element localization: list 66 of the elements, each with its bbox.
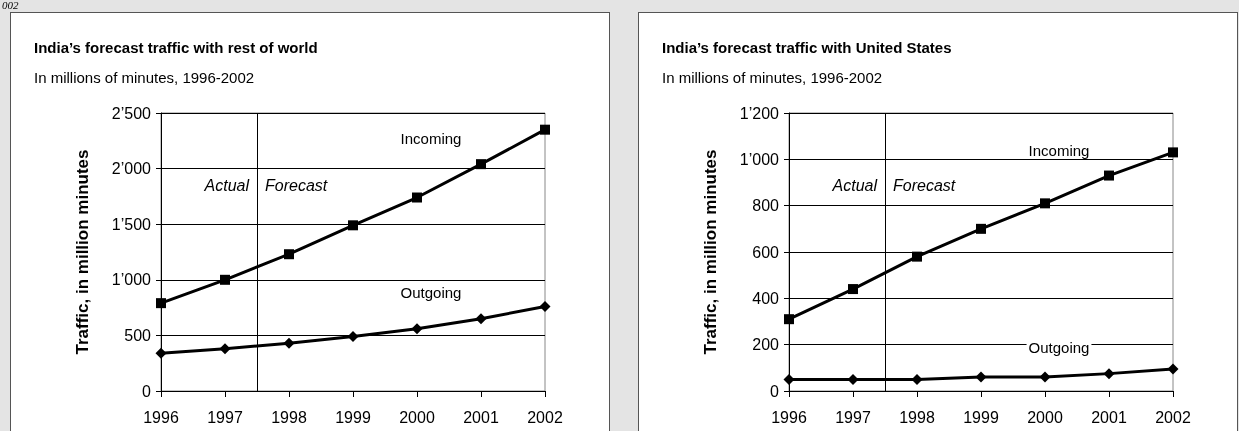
point bbox=[784, 314, 794, 325]
point bbox=[1104, 170, 1114, 181]
point bbox=[976, 223, 986, 234]
x-tick-label: 2001 bbox=[1091, 408, 1127, 426]
x-tick-label: 2002 bbox=[1155, 408, 1191, 426]
y-tick-label: 1’000 bbox=[111, 271, 152, 289]
point bbox=[156, 298, 166, 309]
y-axis-title: Traffic, in million minutes bbox=[701, 149, 720, 355]
point bbox=[412, 192, 422, 203]
x-tick-label: 2001 bbox=[463, 408, 499, 426]
point bbox=[540, 124, 550, 135]
x-tick-label: 2002 bbox=[527, 408, 563, 426]
x-tick-label: 1996 bbox=[771, 408, 807, 426]
x-tick-label: 2000 bbox=[1027, 408, 1063, 426]
y-tick-label: 800 bbox=[752, 197, 780, 215]
x-tick-label: 1996 bbox=[143, 408, 179, 426]
point bbox=[155, 347, 167, 359]
point bbox=[219, 343, 231, 355]
x-tick-label: 1997 bbox=[835, 408, 871, 426]
y-tick-label: 500 bbox=[124, 326, 152, 344]
annotation: Forecast bbox=[265, 176, 328, 194]
series-label: Outgoing bbox=[400, 284, 462, 302]
chart-subtitle: In millions of minutes, 1996-2002 bbox=[662, 69, 883, 86]
x-tick-label: 1998 bbox=[271, 408, 307, 426]
y-tick-label: 0 bbox=[142, 382, 152, 400]
point bbox=[975, 371, 987, 383]
point bbox=[848, 284, 858, 295]
point bbox=[912, 251, 922, 262]
series-label: Incoming bbox=[1028, 141, 1090, 159]
y-axis-title: Traffic, in million minutes bbox=[73, 149, 92, 355]
point bbox=[1103, 368, 1115, 380]
x-tick-label: 1997 bbox=[207, 408, 243, 426]
x-tick-label: 1998 bbox=[899, 408, 935, 426]
annotation: Actual bbox=[831, 176, 878, 194]
y-tick-label: 400 bbox=[752, 289, 780, 307]
point bbox=[539, 300, 551, 312]
point bbox=[348, 220, 358, 231]
chart-subtitle: In millions of minutes, 1996-2002 bbox=[34, 69, 255, 86]
point bbox=[283, 337, 295, 349]
x-tick-label: 1999 bbox=[963, 408, 999, 426]
point bbox=[1168, 147, 1178, 158]
point bbox=[475, 313, 487, 325]
y-tick-label: 1’500 bbox=[111, 215, 152, 233]
y-tick-label: 200 bbox=[752, 336, 780, 354]
y-tick-label: 1’000 bbox=[739, 150, 780, 168]
point bbox=[220, 274, 230, 285]
annotation: Actual bbox=[203, 176, 250, 194]
series-label: Incoming bbox=[400, 130, 462, 148]
series-label: Outgoing bbox=[1028, 339, 1090, 357]
y-tick-label: 2’000 bbox=[111, 160, 152, 178]
y-tick-label: 600 bbox=[752, 243, 780, 261]
chart-title: India’s forecast traffic with rest of world bbox=[34, 39, 318, 56]
point bbox=[411, 323, 423, 335]
y-tick-label: 0 bbox=[770, 382, 780, 400]
x-tick-label: 1999 bbox=[335, 408, 371, 426]
chart-title: India’s forecast traffic with United States bbox=[662, 39, 952, 56]
y-tick-label: 2’500 bbox=[111, 104, 152, 122]
point bbox=[476, 159, 486, 170]
point bbox=[1039, 371, 1051, 383]
point bbox=[1167, 363, 1179, 375]
point bbox=[1040, 198, 1050, 209]
text: 002 bbox=[2, 0, 19, 11]
annotation: Forecast bbox=[893, 176, 956, 194]
y-tick-label: 1’200 bbox=[739, 104, 780, 122]
x-tick-label: 2000 bbox=[399, 408, 435, 426]
point bbox=[284, 249, 294, 260]
